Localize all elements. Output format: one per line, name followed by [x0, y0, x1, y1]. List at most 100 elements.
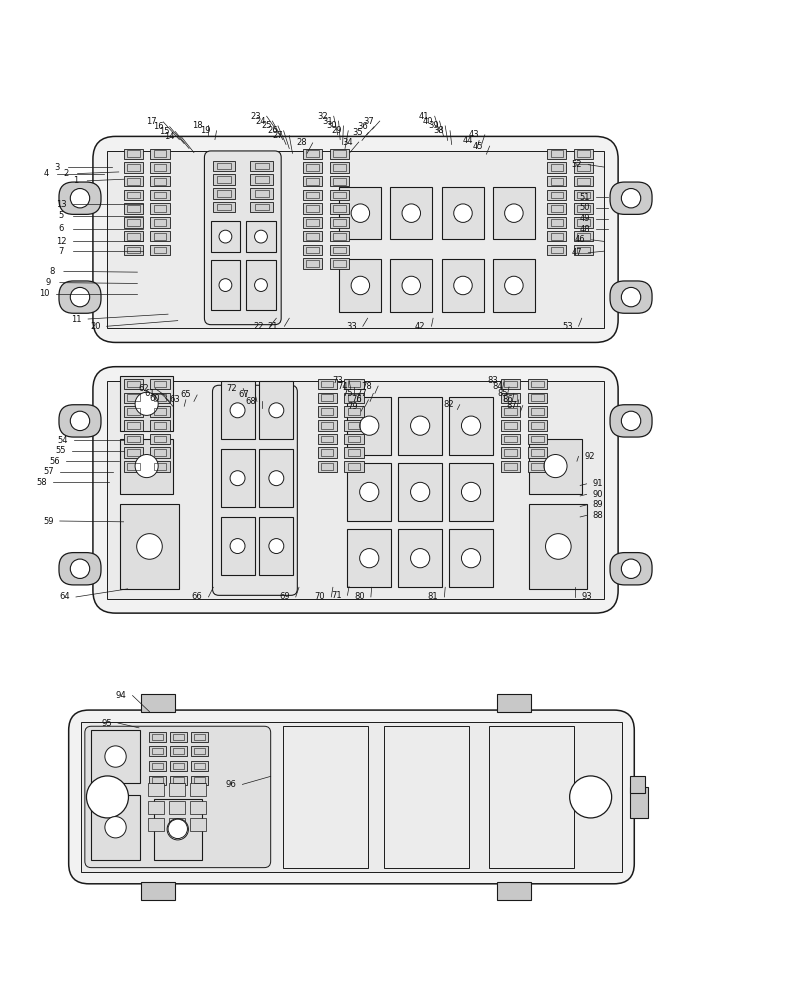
Circle shape [255, 230, 267, 243]
Text: 80: 80 [354, 592, 365, 601]
Text: 78: 78 [361, 382, 372, 391]
Bar [127, 192, 140, 198]
Bar [574, 217, 593, 228]
Text: 68: 68 [245, 397, 256, 406]
Bar [150, 379, 170, 389]
Circle shape [230, 471, 245, 486]
Bar [547, 231, 566, 241]
Circle shape [454, 204, 472, 222]
Bar [303, 231, 322, 241]
Text: 70: 70 [314, 592, 326, 601]
Bar [150, 393, 170, 403]
Bar [255, 176, 269, 183]
Text: 94: 94 [116, 691, 127, 700]
Bar [529, 504, 587, 589]
Bar [630, 776, 645, 793]
Bar [124, 176, 143, 186]
Circle shape [135, 392, 158, 415]
Circle shape [230, 539, 245, 554]
Bar [577, 192, 590, 198]
Text: 95: 95 [101, 719, 112, 728]
Bar [154, 436, 166, 442]
Text: 19: 19 [200, 126, 210, 135]
Text: 73: 73 [332, 376, 343, 385]
Circle shape [454, 276, 472, 295]
Bar [501, 434, 520, 444]
Bar [504, 463, 517, 470]
Bar [150, 203, 170, 214]
Text: 3: 3 [54, 163, 59, 172]
Bar [213, 202, 235, 212]
Bar [528, 461, 547, 472]
Circle shape [461, 416, 481, 435]
Circle shape [351, 276, 369, 295]
FancyBboxPatch shape [213, 385, 297, 595]
Bar [150, 217, 170, 228]
Text: 90: 90 [593, 490, 603, 499]
Bar [449, 397, 493, 455]
Bar [154, 381, 166, 387]
Text: 96: 96 [225, 780, 237, 789]
FancyBboxPatch shape [59, 182, 101, 214]
Bar [124, 420, 143, 431]
Bar [303, 149, 322, 159]
Bar [217, 190, 231, 197]
Text: 53: 53 [562, 322, 573, 331]
Bar [127, 150, 140, 157]
Bar [321, 408, 334, 415]
Text: 42: 42 [415, 322, 425, 331]
Bar [124, 217, 143, 228]
Bar [344, 406, 364, 417]
Text: 81: 81 [427, 592, 439, 601]
Bar [501, 379, 520, 389]
Bar [150, 245, 170, 255]
Bar [330, 258, 349, 269]
Bar [81, 722, 622, 872]
Bar [148, 783, 164, 796]
Bar [154, 233, 166, 240]
Circle shape [230, 403, 245, 418]
Circle shape [167, 819, 188, 840]
Circle shape [402, 204, 420, 222]
Circle shape [410, 482, 430, 502]
Bar [170, 761, 187, 771]
Bar [574, 231, 593, 241]
Bar [303, 217, 322, 228]
Bar [504, 422, 517, 429]
Bar [347, 422, 360, 429]
Circle shape [255, 279, 267, 291]
Text: 64: 64 [59, 592, 70, 601]
Text: 65: 65 [180, 390, 191, 399]
FancyBboxPatch shape [610, 405, 652, 437]
Bar [344, 434, 364, 444]
Bar [154, 150, 166, 157]
Text: 17: 17 [146, 117, 158, 126]
Text: 71: 71 [330, 591, 342, 600]
Bar [250, 174, 273, 185]
Circle shape [410, 416, 430, 435]
Bar [191, 732, 208, 742]
Bar [124, 379, 143, 389]
Bar [630, 787, 648, 818]
Bar [120, 376, 173, 431]
Bar [170, 776, 187, 785]
Bar [149, 776, 166, 785]
Bar [141, 882, 175, 900]
Text: 39: 39 [428, 121, 440, 130]
Bar [153, 763, 162, 769]
Bar [124, 231, 143, 241]
Circle shape [360, 549, 379, 568]
Bar [150, 420, 170, 431]
Bar [577, 233, 590, 240]
Bar [398, 463, 442, 521]
Bar [333, 219, 346, 226]
Bar [169, 818, 185, 831]
Text: 24: 24 [256, 117, 266, 126]
Circle shape [570, 776, 612, 818]
Bar [303, 162, 322, 173]
Circle shape [621, 411, 641, 431]
FancyBboxPatch shape [204, 151, 281, 325]
Bar [318, 461, 337, 472]
Bar [504, 408, 517, 415]
Text: 84: 84 [492, 382, 503, 391]
